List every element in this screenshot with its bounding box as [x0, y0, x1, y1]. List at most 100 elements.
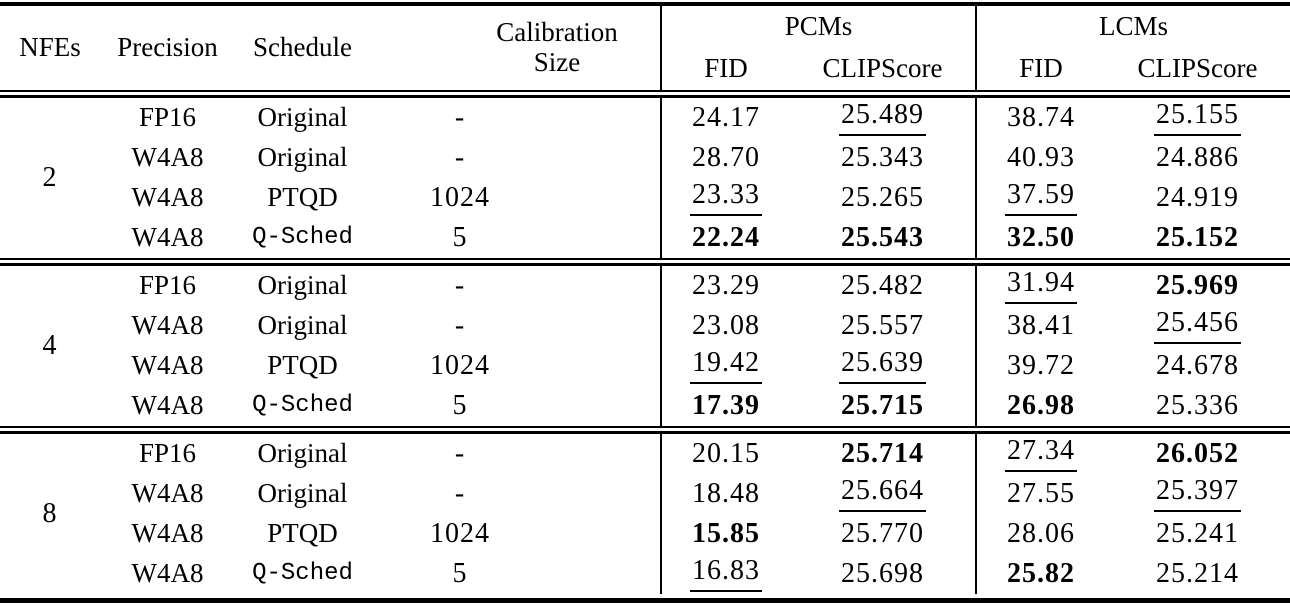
pcm-fid-value: 20.15: [692, 437, 760, 469]
pcm-clipscore-value: 25.715: [841, 389, 924, 421]
lcm-fid-value: 32.50: [1007, 221, 1075, 253]
pcm-clipscore-cell: 25.714: [790, 434, 975, 474]
calibration-size-cell: 5: [452, 557, 468, 589]
lcm-fid-cell: 40.93: [975, 138, 1105, 178]
lcm-clipscore-cell: 24.886: [1105, 138, 1290, 178]
pcm-fid-cell: 18.48: [660, 474, 790, 514]
precision-cell: W4A8: [131, 222, 204, 253]
pcm-fid-cell: 23.29: [660, 266, 790, 306]
lcm-clipscore-value: 25.155: [1154, 99, 1241, 136]
schedule-cell: Original: [257, 102, 348, 133]
lcm-fid-cell: 38.74: [975, 98, 1105, 138]
group-separator-rule: [0, 426, 1290, 434]
pcm-fid-value: 23.29: [692, 269, 760, 301]
header-nfes: NFEs: [19, 32, 81, 63]
pcm-fid-value: 19.42: [690, 347, 762, 384]
schedule-cell: PTQD: [267, 518, 338, 549]
lcm-fid-cell: 31.94: [975, 266, 1105, 306]
pcm-clipscore-value: 25.482: [841, 269, 924, 301]
pcm-fid-value: 17.39: [692, 389, 760, 421]
lcm-clipscore-cell: 25.152: [1105, 218, 1290, 258]
table-group-nfes-8: 8 FP16 Original - 20.15 25.714 27.34 26.052 W4A8…: [0, 434, 1290, 594]
lcm-fid-value: 38.74: [1007, 101, 1075, 133]
header-pcm-fid: FID: [660, 48, 790, 90]
header-precision: Precision: [117, 32, 218, 63]
header-calibration-size-lines: Calibration Size: [496, 18, 617, 77]
calibration-size-cell: 1024: [430, 517, 490, 549]
calibration-size-cell: -: [454, 141, 466, 173]
lcm-clipscore-cell: 25.397: [1105, 474, 1290, 514]
header-calibration-line1: Calibration: [496, 17, 618, 48]
lcm-clipscore-value: 25.397: [1154, 475, 1241, 512]
table-bottom-rule: [0, 598, 1290, 603]
schedule-cell: Original: [257, 270, 348, 301]
lcm-clipscore-cell: 25.214: [1105, 554, 1290, 594]
header-group-lcms: LCMs: [975, 6, 1290, 48]
precision-cell: FP16: [138, 270, 197, 301]
lcm-clipscore-cell: 25.336: [1105, 386, 1290, 426]
precision-cell: W4A8: [131, 310, 204, 341]
schedule-cell: Original: [257, 478, 348, 509]
schedule-cell: PTQD: [267, 350, 338, 381]
pcm-clipscore-value: 25.639: [839, 347, 926, 384]
pcm-clipscore-cell: 25.557: [790, 306, 975, 346]
pcm-fid-value: 18.48: [692, 477, 760, 509]
pcm-clipscore-cell: 25.489: [790, 98, 975, 138]
pcm-clipscore-cell: 25.664: [790, 474, 975, 514]
precision-cell: W4A8: [131, 478, 204, 509]
header-lcm-fid: FID: [975, 48, 1105, 90]
calibration-size-cell: 5: [452, 221, 468, 253]
table-header: NFEs Precision Schedule Calibration Size…: [0, 6, 1290, 90]
pcm-fid-cell: 17.39: [660, 386, 790, 426]
schedule-cell: Q-Sched: [252, 223, 353, 251]
table-group-nfes-2: 2 FP16 Original - 24.17 25.489 38.74 25.155 W4A8…: [0, 98, 1290, 258]
lcm-fid-value: 37.59: [1005, 179, 1077, 216]
lcm-clipscore-value: 24.886: [1156, 141, 1239, 173]
group-separator-rule: [0, 90, 1290, 98]
nfes-cell: 8: [42, 497, 58, 529]
lcm-fid-value: 40.93: [1007, 141, 1075, 173]
lcm-fid-cell: 39.72: [975, 346, 1105, 386]
table-group-nfes-4: 4 FP16 Original - 23.29 25.482 31.94 25.969 W4A8…: [0, 266, 1290, 426]
schedule-cell: Original: [257, 310, 348, 341]
schedule-cell: Original: [257, 438, 348, 469]
pcm-clipscore-cell: 25.715: [790, 386, 975, 426]
lcm-fid-value: 26.98: [1007, 389, 1075, 421]
precision-cell: W4A8: [131, 558, 204, 589]
lcm-fid-cell: 27.55: [975, 474, 1105, 514]
nfes-cell: 2: [42, 161, 58, 193]
group-separator-rule: [0, 258, 1290, 266]
calibration-size-cell: 5: [452, 389, 468, 421]
precision-cell: FP16: [138, 102, 197, 133]
pcm-clipscore-value: 25.698: [841, 557, 924, 589]
header-schedule: Schedule: [253, 32, 352, 63]
pcm-fid-cell: 23.33: [660, 178, 790, 218]
lcm-fid-value: 28.06: [1007, 517, 1075, 549]
pcm-fid-value: 15.85: [692, 517, 760, 549]
lcm-fid-cell: 32.50: [975, 218, 1105, 258]
pcm-fid-value: 23.08: [692, 309, 760, 341]
precision-cell: FP16: [138, 438, 197, 469]
pcm-clipscore-cell: 25.639: [790, 346, 975, 386]
pcm-clipscore-value: 25.770: [841, 517, 924, 549]
lcm-clipscore-value: 26.052: [1156, 437, 1239, 469]
calibration-size-cell: -: [454, 101, 466, 133]
lcm-clipscore-cell: 24.919: [1105, 178, 1290, 218]
precision-cell: W4A8: [131, 182, 204, 213]
pcm-clipscore-value: 25.557: [841, 309, 924, 341]
precision-cell: W4A8: [131, 518, 204, 549]
pcm-fid-value: 23.33: [690, 179, 762, 216]
pcm-fid-value: 16.83: [690, 555, 762, 592]
pcm-fid-cell: 24.17: [660, 98, 790, 138]
header-lcm-clipscore: CLIPScore: [1137, 53, 1258, 84]
header-calibration-line2: Size: [533, 47, 581, 77]
calibration-size-cell: -: [454, 477, 466, 509]
table-top-rule: [0, 2, 1290, 6]
lcm-fid-value: 31.94: [1005, 267, 1077, 304]
precision-cell: W4A8: [131, 350, 204, 381]
lcm-fid-cell: 28.06: [975, 514, 1105, 554]
schedule-cell: PTQD: [267, 182, 338, 213]
pcm-clipscore-value: 25.543: [841, 221, 924, 253]
lcm-clipscore-cell: 25.241: [1105, 514, 1290, 554]
